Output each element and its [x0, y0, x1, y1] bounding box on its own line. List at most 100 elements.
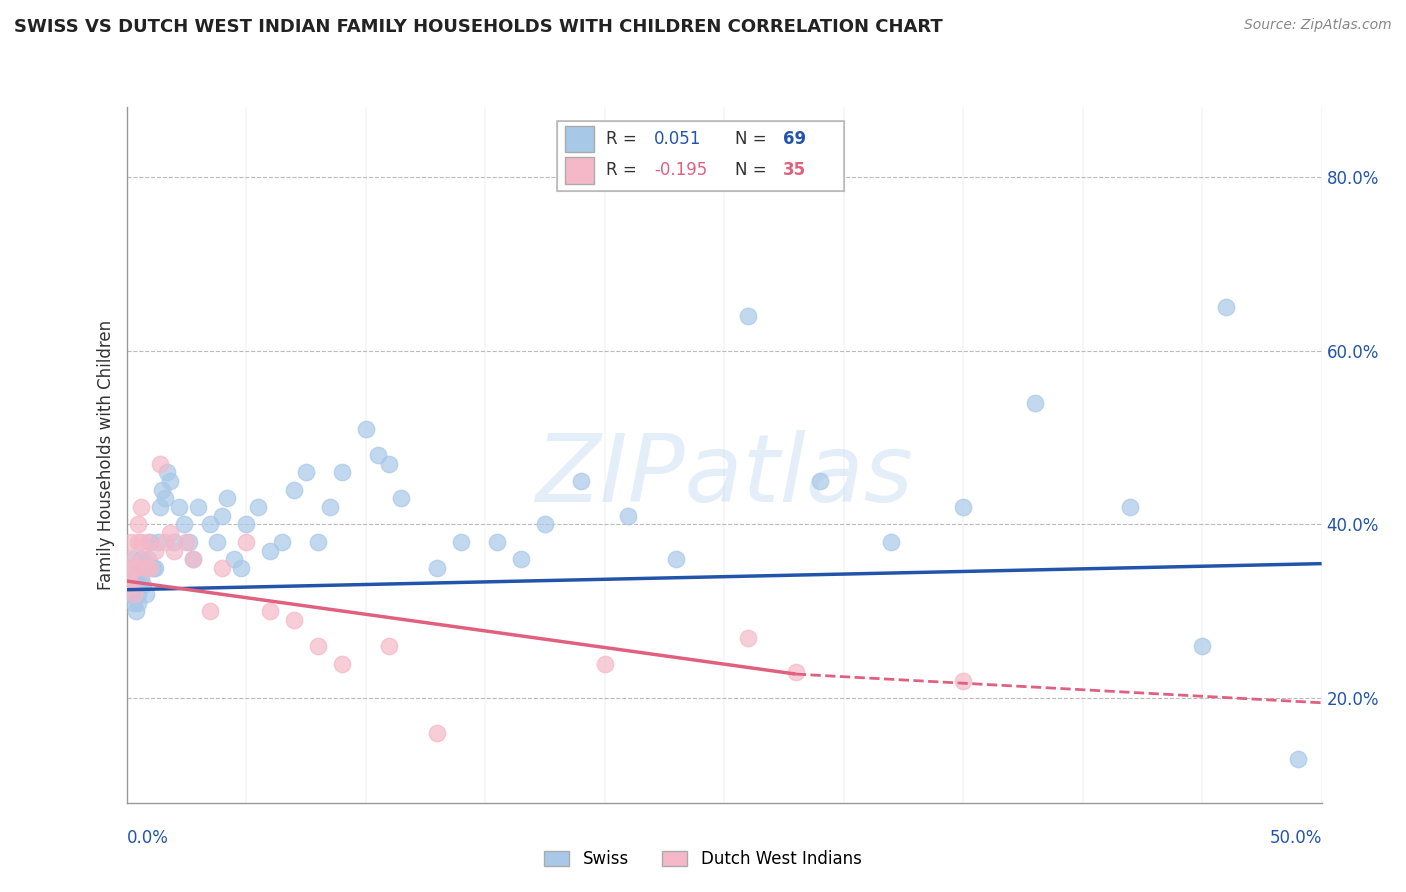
- Point: [132, 578, 155, 592]
- Y-axis label: Family Households with Children: Family Households with Children: [97, 320, 115, 590]
- Point: [142, 561, 165, 575]
- Point: [183, 552, 205, 566]
- Point: [122, 587, 145, 601]
- Point: [159, 526, 181, 541]
- Point: [1191, 639, 1213, 653]
- Point: [125, 605, 148, 619]
- Point: [366, 448, 388, 462]
- Point: [283, 483, 305, 497]
- Point: [533, 517, 555, 532]
- Point: [569, 474, 592, 488]
- Legend: Swiss, Dutch West Indians: Swiss, Dutch West Indians: [537, 844, 869, 875]
- Text: ZIPatlas: ZIPatlas: [536, 430, 912, 521]
- Point: [139, 561, 162, 575]
- Point: [318, 500, 342, 514]
- Point: [1286, 752, 1309, 766]
- Point: [127, 587, 149, 601]
- Point: [132, 561, 155, 575]
- Point: [174, 534, 197, 549]
- Point: [146, 534, 169, 549]
- Point: [1215, 300, 1237, 314]
- Point: [211, 508, 233, 523]
- Point: [354, 422, 377, 436]
- Point: [143, 561, 166, 575]
- Point: [509, 552, 531, 566]
- Point: [283, 613, 305, 627]
- Point: [129, 552, 152, 566]
- Point: [207, 534, 229, 549]
- Point: [200, 517, 222, 532]
- Point: [617, 508, 640, 523]
- Point: [785, 665, 807, 680]
- Point: [486, 534, 509, 549]
- Point: [136, 534, 159, 549]
- Point: [426, 561, 449, 575]
- Point: [952, 500, 974, 514]
- Point: [122, 596, 145, 610]
- Point: [129, 534, 152, 549]
- Point: [737, 631, 759, 645]
- Point: [270, 534, 294, 549]
- Point: [129, 570, 152, 584]
- Point: [378, 639, 401, 653]
- Point: [231, 561, 253, 575]
- Point: [426, 726, 449, 740]
- Point: [153, 534, 176, 549]
- Point: [167, 500, 190, 514]
- Point: [378, 457, 401, 471]
- Point: [118, 561, 141, 575]
- Point: [118, 570, 141, 584]
- Point: [737, 309, 759, 323]
- Point: [163, 534, 186, 549]
- Point: [200, 605, 222, 619]
- Point: [307, 639, 329, 653]
- Point: [211, 561, 233, 575]
- Point: [247, 500, 270, 514]
- Point: [136, 552, 159, 566]
- Point: [122, 561, 145, 575]
- Point: [235, 517, 257, 532]
- Point: [259, 543, 281, 558]
- Point: [125, 561, 148, 575]
- Point: [118, 587, 141, 601]
- Text: Source: ZipAtlas.com: Source: ZipAtlas.com: [1244, 18, 1392, 32]
- Point: [593, 657, 616, 671]
- Point: [122, 570, 145, 584]
- Text: SWISS VS DUTCH WEST INDIAN FAMILY HOUSEHOLDS WITH CHILDREN CORRELATION CHART: SWISS VS DUTCH WEST INDIAN FAMILY HOUSEH…: [14, 18, 943, 36]
- Point: [122, 552, 145, 566]
- Point: [163, 543, 186, 558]
- Point: [135, 587, 157, 601]
- Point: [1024, 395, 1046, 409]
- Point: [149, 457, 172, 471]
- Point: [173, 517, 195, 532]
- Point: [127, 578, 149, 592]
- Point: [150, 483, 174, 497]
- Point: [149, 500, 172, 514]
- Point: [120, 534, 142, 549]
- Point: [120, 578, 142, 592]
- Point: [307, 534, 329, 549]
- Point: [156, 466, 179, 480]
- Point: [177, 534, 200, 549]
- Point: [187, 500, 209, 514]
- Point: [139, 534, 162, 549]
- Point: [294, 466, 316, 480]
- Text: 50.0%: 50.0%: [1270, 829, 1322, 847]
- Point: [125, 561, 148, 575]
- Point: [808, 474, 831, 488]
- Point: [118, 552, 141, 566]
- Point: [127, 517, 149, 532]
- Point: [450, 534, 472, 549]
- Point: [222, 552, 246, 566]
- Point: [159, 474, 181, 488]
- Point: [880, 534, 903, 549]
- Point: [153, 491, 176, 506]
- Point: [132, 552, 155, 566]
- Point: [330, 657, 353, 671]
- Point: [127, 534, 149, 549]
- Point: [215, 491, 238, 506]
- Point: [665, 552, 688, 566]
- Text: 0.0%: 0.0%: [127, 829, 169, 847]
- Point: [127, 596, 149, 610]
- Point: [1119, 500, 1142, 514]
